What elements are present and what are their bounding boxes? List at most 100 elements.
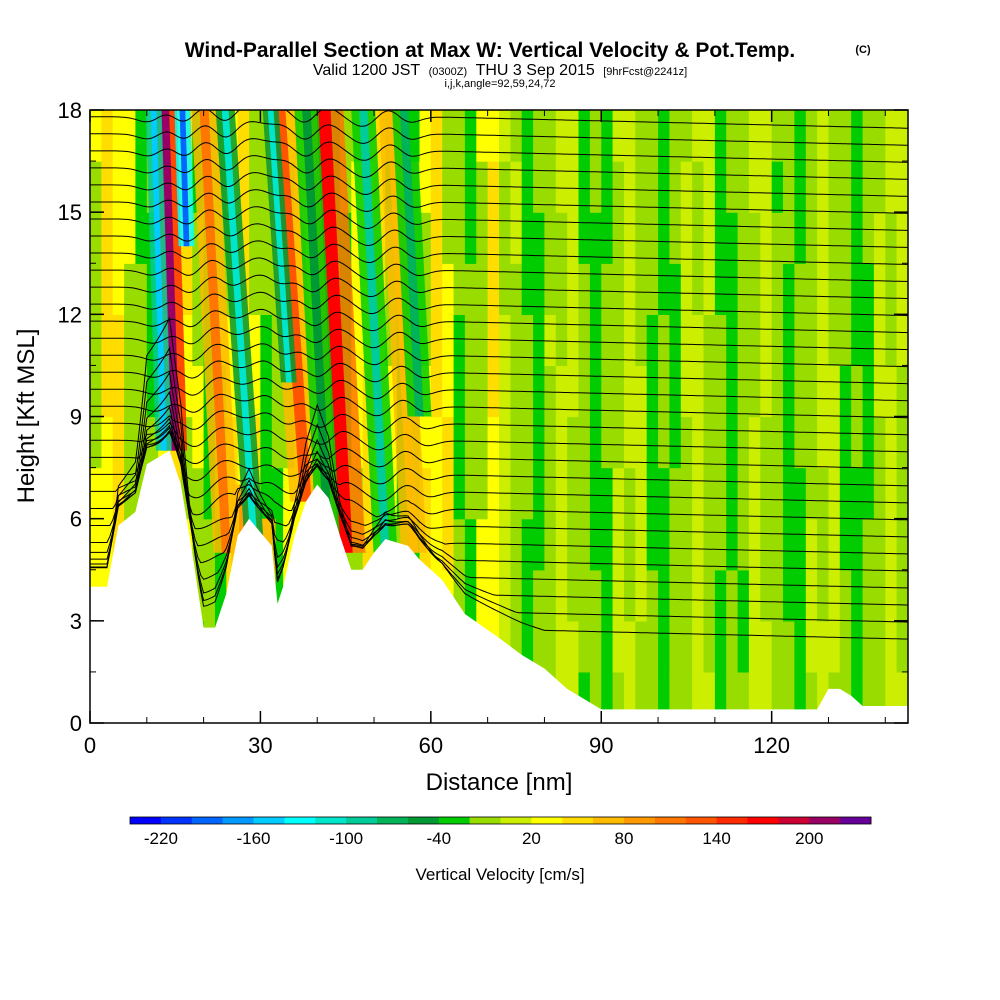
colorbar-tick-label: 20	[522, 829, 541, 848]
velocity-cell	[658, 110, 671, 162]
velocity-cell	[442, 314, 455, 366]
isentrope-line	[90, 346, 908, 623]
velocity-cell	[726, 416, 739, 469]
velocity-cell	[680, 416, 693, 469]
velocity-cell	[601, 314, 614, 366]
velocity-cell	[612, 212, 625, 264]
velocity-cell	[692, 161, 705, 213]
velocity-cell	[839, 161, 852, 213]
velocity-cell	[601, 212, 614, 264]
chart-subtitle: Valid 1200 JST (0300Z) THU 3 Sep 2015 [9…	[313, 62, 687, 79]
velocity-cell	[533, 110, 546, 162]
velocity-cell	[794, 212, 807, 264]
chart-title: Wind-Parallel Section at Max W: Vertical…	[185, 39, 796, 62]
y-tick-label: 0	[70, 711, 82, 736]
velocity-cell	[476, 467, 489, 520]
velocity-cell	[817, 467, 830, 520]
y-axis: 0 3 6 9 12 15 18	[58, 98, 908, 736]
velocity-cell	[692, 518, 705, 571]
velocity-cell	[839, 620, 852, 673]
velocity-cell	[544, 569, 557, 622]
velocity-cell	[692, 416, 705, 469]
velocity-cell	[135, 263, 148, 315]
colorbar-swatch	[346, 817, 378, 824]
velocity-cell	[442, 365, 455, 418]
velocity-cell	[896, 212, 908, 264]
velocity-cell	[260, 467, 273, 520]
velocity-cell	[90, 212, 102, 264]
velocity-cell	[646, 161, 659, 213]
colorbar-tick-label: 80	[615, 829, 634, 848]
velocity-cell	[533, 314, 546, 366]
velocity-cell	[567, 263, 580, 315]
velocity-cell	[453, 416, 466, 469]
velocity-cell	[885, 569, 898, 622]
velocity-cell	[578, 263, 591, 315]
velocity-cell	[430, 467, 443, 520]
velocity-cell	[828, 518, 841, 571]
velocity-cell	[794, 518, 807, 571]
velocity-cell	[862, 212, 875, 264]
velocity-cell	[794, 416, 807, 469]
isentrope-line	[90, 371, 908, 606]
velocity-cell	[839, 518, 852, 571]
velocity-cell	[646, 518, 659, 571]
velocity-cell	[748, 467, 761, 520]
velocity-cell	[805, 212, 818, 264]
velocity-cell	[692, 365, 705, 418]
isentrope-line	[90, 110, 908, 129]
velocity-cell	[851, 263, 864, 315]
velocity-cell	[760, 110, 773, 162]
velocity-cell	[635, 110, 648, 162]
velocity-cell	[817, 416, 830, 469]
velocity-cell	[817, 620, 830, 673]
x-tick-label: 120	[753, 733, 790, 758]
isentrope-line	[90, 121, 908, 146]
velocity-cell	[453, 518, 466, 571]
velocity-cell	[101, 161, 114, 213]
velocity-cell	[828, 161, 841, 213]
colorbar-swatch	[531, 817, 563, 824]
colorbar-tick-label: -100	[329, 829, 363, 848]
velocity-cell	[658, 161, 671, 213]
velocity-cell	[703, 314, 716, 366]
velocity-cell	[760, 365, 773, 418]
velocity-cell	[817, 365, 830, 418]
velocity-cell	[555, 110, 568, 162]
velocity-cell	[453, 365, 466, 418]
velocity-cell	[873, 314, 886, 366]
velocity-cell	[646, 620, 659, 673]
colorbar-title: Vertical Velocity [cm/s]	[415, 865, 584, 884]
velocity-cell	[658, 467, 671, 520]
velocity-cell	[771, 110, 784, 162]
velocity-cell	[533, 569, 546, 622]
velocity-cell	[544, 365, 557, 418]
isentrope-line	[90, 424, 908, 538]
isentrope-line	[90, 155, 908, 180]
velocity-cell	[487, 569, 500, 622]
velocity-cell	[737, 161, 750, 213]
velocity-cell	[862, 620, 875, 673]
velocity-cell	[783, 467, 795, 520]
velocity-cell	[555, 365, 568, 418]
velocity-cell	[430, 365, 443, 418]
velocity-cell	[737, 314, 750, 366]
velocity-cell	[419, 161, 432, 213]
isentrope-line	[90, 393, 908, 419]
velocity-cell	[885, 314, 898, 366]
velocity-cell	[692, 212, 705, 264]
velocity-cell	[135, 110, 148, 162]
velocity-cell	[714, 569, 727, 622]
velocity-cell	[476, 416, 489, 469]
colorbar-swatch	[130, 817, 162, 824]
velocity-cell	[612, 263, 625, 315]
velocity-cell	[533, 161, 546, 213]
velocity-cell	[771, 569, 784, 622]
terrain-mask	[90, 450, 908, 723]
velocity-cell	[692, 314, 705, 366]
velocity-cell	[635, 314, 648, 366]
velocity-cell	[873, 110, 886, 162]
velocity-cell	[703, 416, 716, 469]
velocity-cell	[737, 110, 750, 162]
